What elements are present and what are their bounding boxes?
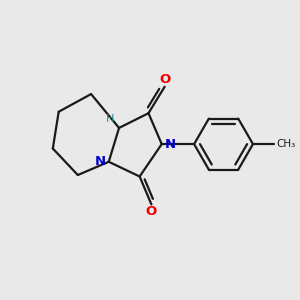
Text: N: N: [95, 155, 106, 168]
Text: O: O: [159, 73, 170, 86]
Text: N: N: [164, 138, 175, 151]
Text: CH₃: CH₃: [276, 139, 296, 149]
Text: H: H: [105, 114, 114, 124]
Text: O: O: [146, 205, 157, 218]
